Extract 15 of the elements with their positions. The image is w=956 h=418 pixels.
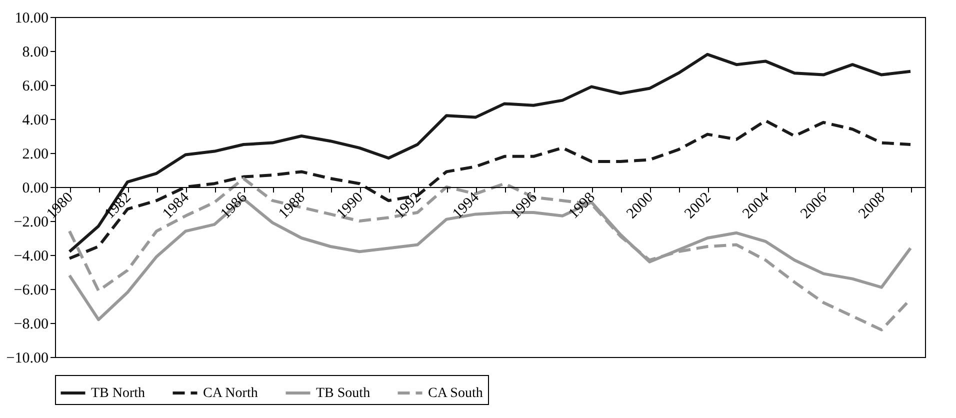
legend-label: TB North <box>91 386 146 401</box>
y-tick-label: −6.00 <box>14 282 48 298</box>
legend-label: TB South <box>316 386 370 401</box>
y-tick-label: 10.00 <box>14 10 48 26</box>
y-tick-label: 6.00 <box>22 78 48 94</box>
y-tick-label: 8.00 <box>22 44 48 60</box>
y-tick-label: −2.00 <box>14 214 48 230</box>
y-tick-label: 0.00 <box>22 180 48 196</box>
y-tick-label: 2.00 <box>22 146 48 162</box>
legend-label: CA South <box>428 386 483 401</box>
y-tick-label: −4.00 <box>14 248 48 264</box>
y-tick-label: 4.00 <box>22 112 48 128</box>
legend-label: CA North <box>203 386 258 401</box>
y-tick-label: −10.00 <box>6 350 48 366</box>
y-tick-label: −8.00 <box>14 316 48 332</box>
